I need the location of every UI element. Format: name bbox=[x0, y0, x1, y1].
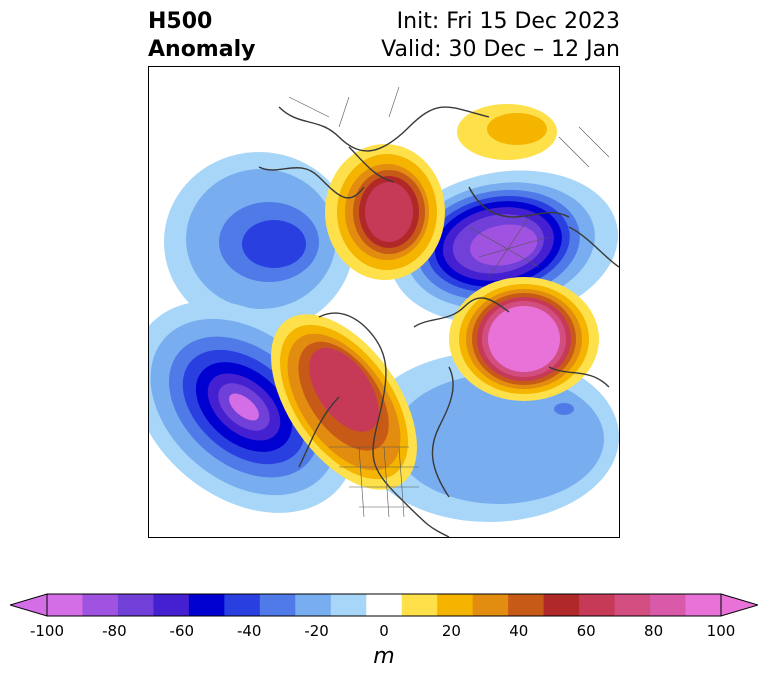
colorbar-segment bbox=[82, 594, 119, 616]
colorbar-segment bbox=[543, 594, 580, 616]
colorbar-segment bbox=[685, 594, 722, 616]
colorbar-segment bbox=[614, 594, 651, 616]
colorbar-segment bbox=[259, 594, 296, 616]
colorbar-tick-label: 60 bbox=[576, 622, 596, 640]
colorbar-segment bbox=[47, 594, 83, 616]
anomaly-high-siberia bbox=[325, 144, 445, 280]
colorbar-segment bbox=[650, 594, 687, 616]
colorbar-tick-label: 20 bbox=[441, 622, 461, 640]
colorbar-tick-label: 100 bbox=[706, 622, 736, 640]
colorbar-segment bbox=[437, 594, 474, 616]
anomaly-high-north-america bbox=[271, 314, 417, 490]
colorbar-extend-low bbox=[8, 593, 48, 617]
colorbar-segment bbox=[472, 594, 509, 616]
colorbar-tick-label: -60 bbox=[169, 622, 195, 640]
colorbar-segment bbox=[117, 594, 154, 616]
valid-range: Valid: 30 Dec – 12 Jan bbox=[381, 37, 620, 62]
colorbar-outline bbox=[46, 593, 722, 617]
anomaly-high-europe bbox=[449, 277, 599, 401]
borders bbox=[288, 86, 610, 518]
colorbar-segment bbox=[188, 594, 225, 616]
colorbar-tick-label: -100 bbox=[29, 622, 65, 640]
colorbar-tick-label: -40 bbox=[236, 622, 262, 640]
colorbar-tick-label: 80 bbox=[644, 622, 664, 640]
colorbar-segment bbox=[579, 594, 616, 616]
map-dates: Init: Fri 15 Dec 2023 Valid: 30 Dec – 12… bbox=[381, 8, 620, 64]
title-field-name: H500 bbox=[148, 9, 213, 34]
title-field-type: Anomaly bbox=[148, 37, 256, 62]
colorbar-tick-label: 40 bbox=[509, 622, 529, 640]
colorbar-tick-label: 0 bbox=[379, 622, 389, 640]
anomaly-low-central-asia bbox=[164, 152, 354, 332]
anomaly-map bbox=[148, 66, 620, 538]
init-date: Init: Fri 15 Dec 2023 bbox=[396, 9, 620, 34]
coastlines bbox=[258, 106, 619, 537]
colorbar-svg bbox=[8, 593, 760, 617]
map-title: H500 Anomaly bbox=[148, 8, 255, 64]
colorbar-tick-label: -80 bbox=[102, 622, 127, 640]
colorbar-segment bbox=[366, 594, 403, 616]
colorbar-segment bbox=[224, 594, 261, 616]
colorbar-segment bbox=[153, 594, 190, 616]
colorbar-segment bbox=[401, 594, 438, 616]
colorbar-tick-label: -20 bbox=[304, 622, 329, 640]
colorbar-segment bbox=[295, 594, 332, 616]
anomaly-high-top-right bbox=[457, 104, 557, 160]
colorbar-segment bbox=[508, 594, 545, 616]
colorbar-unit: m bbox=[373, 644, 395, 669]
colorbar bbox=[8, 590, 760, 624]
colorbar-segment bbox=[330, 594, 367, 616]
colorbar-extend-high bbox=[720, 593, 760, 617]
colorbar-ticks: -100 -80 -60 -40 -20 0 20 40 60 80 100 bbox=[0, 622, 768, 644]
